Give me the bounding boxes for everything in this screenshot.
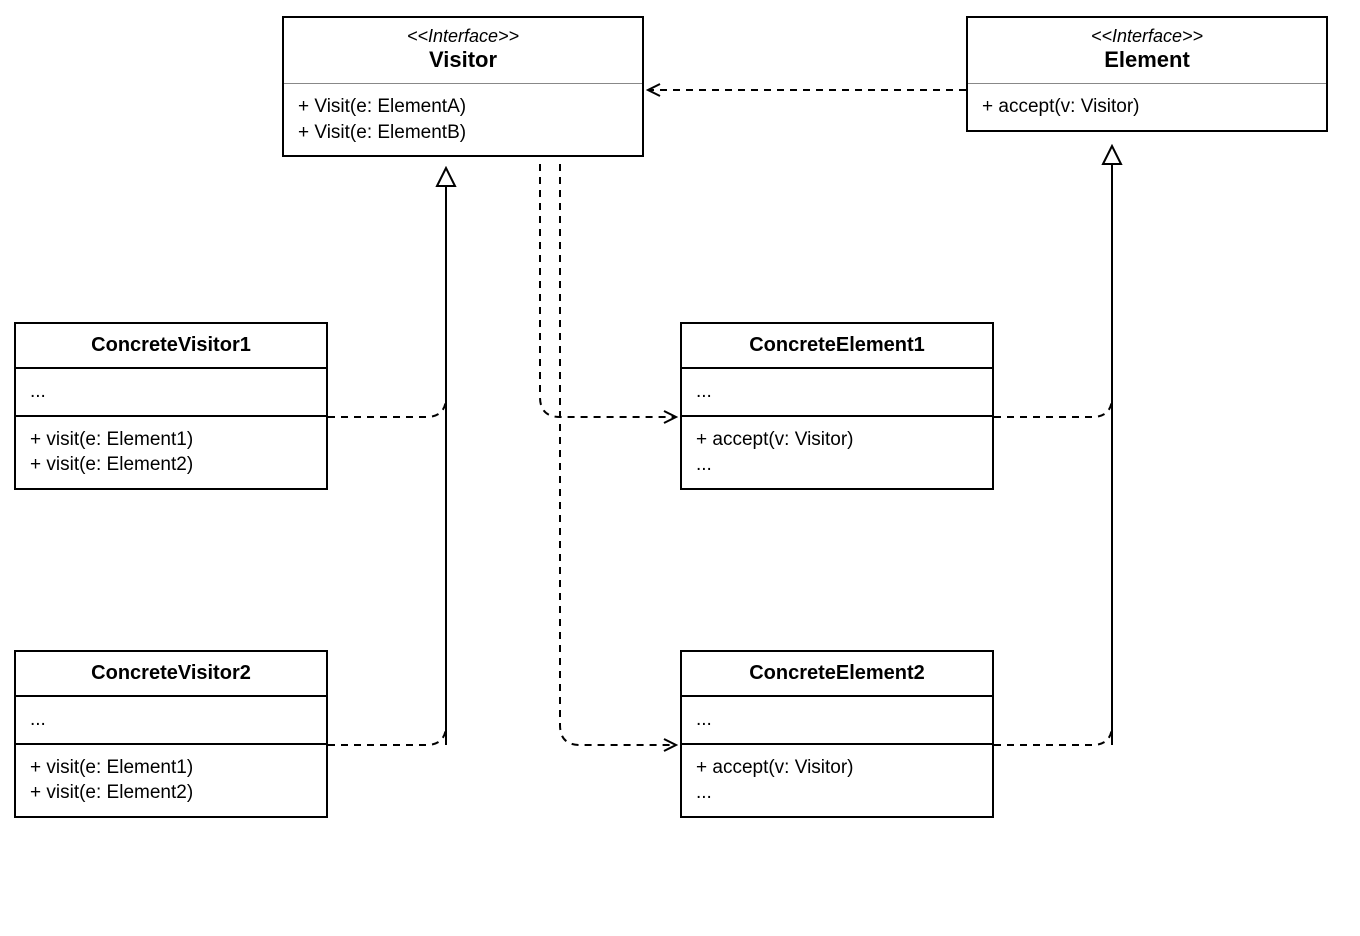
attr: ... xyxy=(30,707,312,733)
attr: ... xyxy=(696,379,978,405)
attrs-section: ... xyxy=(682,369,992,415)
attrs-section: ... xyxy=(16,369,326,415)
class-name: ConcreteElement1 xyxy=(682,324,992,369)
methods-section: + Visit(e: ElementA) + Visit(e: ElementB… xyxy=(284,84,642,155)
class-name: Visitor xyxy=(294,47,632,73)
edge-ce2-branch xyxy=(994,725,1112,745)
methods-section: + accept(v: Visitor) ... xyxy=(682,415,992,488)
node-concrete-element-2: ConcreteElement2 ... + accept(v: Visitor… xyxy=(680,650,994,818)
methods-section: + visit(e: Element1) + visit(e: Element2… xyxy=(16,415,326,488)
stereotype-label: <<Interface>> xyxy=(294,26,632,47)
node-concrete-visitor-2: ConcreteVisitor2 ... + visit(e: Element1… xyxy=(14,650,328,818)
method: + Visit(e: ElementA) xyxy=(298,94,628,120)
edge-visitor-to-ce2 xyxy=(560,164,676,745)
method: + accept(v: Visitor) xyxy=(982,94,1312,120)
method: + visit(e: Element2) xyxy=(30,780,312,806)
class-name: ConcreteElement2 xyxy=(682,652,992,697)
method: + visit(e: Element2) xyxy=(30,452,312,478)
class-name: ConcreteVisitor2 xyxy=(16,652,326,697)
methods-section: + accept(v: Visitor) xyxy=(968,84,1326,130)
methods-section: + visit(e: Element1) + visit(e: Element2… xyxy=(16,743,326,816)
edge-visitor-to-ce1 xyxy=(540,164,676,417)
edge-cv2-branch xyxy=(328,725,446,745)
node-visitor-header: <<Interface>> Visitor xyxy=(284,18,642,84)
node-visitor: <<Interface>> Visitor + Visit(e: Element… xyxy=(282,16,644,157)
method: + visit(e: Element1) xyxy=(30,427,312,453)
node-concrete-visitor-1: ConcreteVisitor1 ... + visit(e: Element1… xyxy=(14,322,328,490)
methods-section: + accept(v: Visitor) ... xyxy=(682,743,992,816)
class-name: Element xyxy=(978,47,1316,73)
attr: ... xyxy=(696,707,978,733)
node-element: <<Interface>> Element + accept(v: Visito… xyxy=(966,16,1328,132)
attrs-section: ... xyxy=(682,697,992,743)
method: ... xyxy=(696,780,978,806)
method: ... xyxy=(696,452,978,478)
node-concrete-element-1: ConcreteElement1 ... + accept(v: Visitor… xyxy=(680,322,994,490)
method: + visit(e: Element1) xyxy=(30,755,312,781)
stereotype-label: <<Interface>> xyxy=(978,26,1316,47)
method: + accept(v: Visitor) xyxy=(696,755,978,781)
edge-cv1-branch xyxy=(328,397,446,417)
attr: ... xyxy=(30,379,312,405)
uml-canvas: <<Interface>> Visitor + Visit(e: Element… xyxy=(0,0,1360,936)
method: + accept(v: Visitor) xyxy=(696,427,978,453)
class-name: ConcreteVisitor1 xyxy=(16,324,326,369)
node-element-header: <<Interface>> Element xyxy=(968,18,1326,84)
edge-ce1-branch xyxy=(994,397,1112,417)
attrs-section: ... xyxy=(16,697,326,743)
method: + Visit(e: ElementB) xyxy=(298,120,628,146)
